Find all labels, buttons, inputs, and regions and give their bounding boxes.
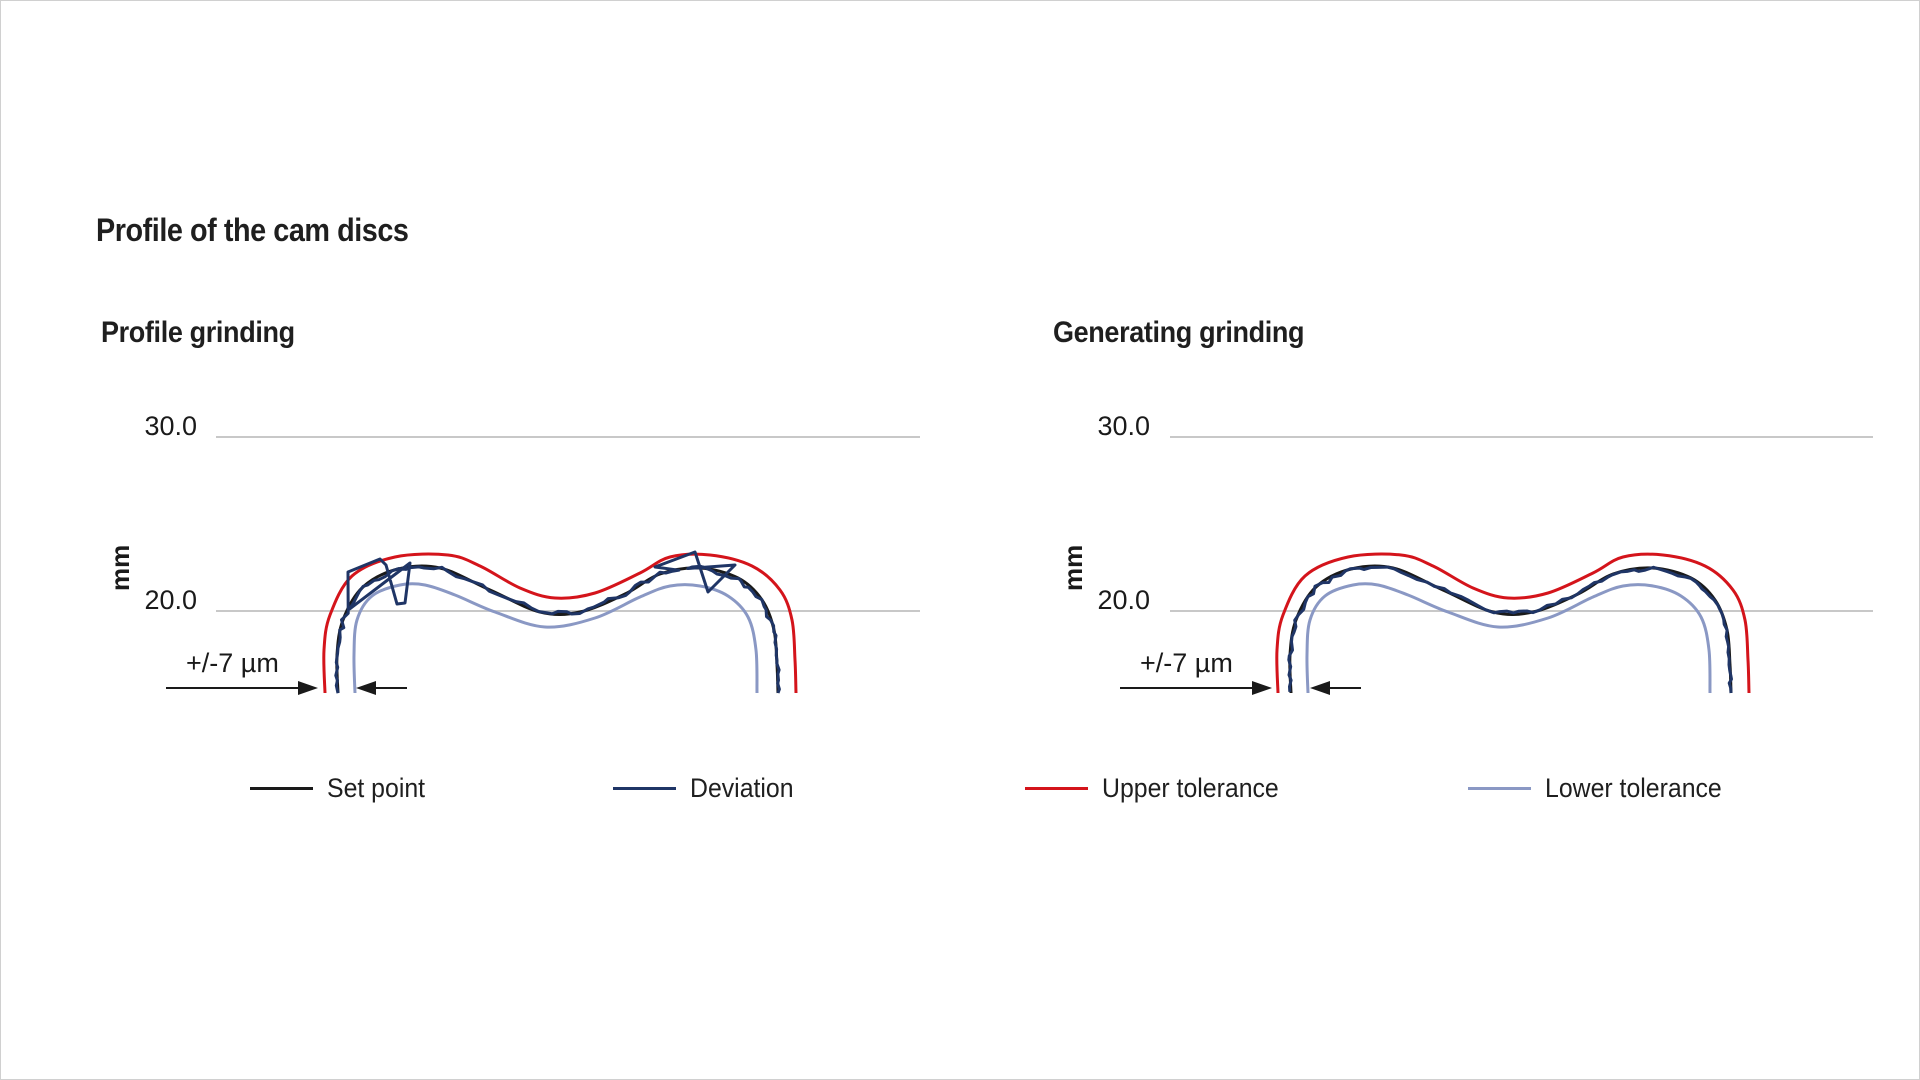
panel-title-profile-grinding: Profile grinding (101, 316, 295, 349)
chart-panel-1: 30.0 20.0 mm +/-7 µm (1058, 411, 1873, 695)
y-tick-label: 30.0 (1097, 411, 1150, 441)
y-axis-label: mm (105, 545, 135, 591)
series-upper-tolerance-line (1275, 552, 1751, 694)
legend-swatch-deviation (613, 786, 676, 790)
series-lower-tolerance-line (1305, 582, 1712, 694)
legend-swatch-lower-tolerance (1468, 786, 1531, 790)
legend-swatch-upper-tolerance (1025, 786, 1088, 790)
legend-item-set-point: Set point (250, 768, 434, 808)
figure-title: Profile of the cam discs (96, 212, 409, 248)
y-axis-label: mm (1058, 545, 1088, 591)
y-tick-label: 20.0 (1097, 585, 1150, 615)
legend-item-lower-tolerance: Lower tolerance (1468, 768, 1737, 808)
tolerance-annotation: +/-7 µm (186, 648, 279, 678)
legend-item-deviation: Deviation (613, 768, 803, 808)
tolerance-annotation: +/-7 µm (1140, 648, 1233, 678)
tolerance-arrow-left-head (298, 681, 318, 695)
y-tick-label: 30.0 (144, 411, 197, 441)
legend-label-deviation: Deviation (690, 772, 794, 803)
series-deviation-line (1287, 565, 1733, 694)
tolerance-arrow-right-head (356, 681, 376, 695)
legend-item-upper-tolerance: Upper tolerance (1025, 768, 1294, 808)
series-deviation-line (334, 550, 781, 694)
series-lower-tolerance-line (352, 582, 759, 694)
legend-swatch-set-point (250, 786, 313, 790)
chart-panel-0: 30.0 20.0 mm +/-7 µm (105, 411, 920, 695)
panel-title-generating-grinding: Generating grinding (1053, 316, 1305, 349)
tolerance-arrow-right-head (1310, 681, 1330, 695)
legend-label-set-point: Set point (327, 772, 426, 803)
legend-label-lower-tolerance: Lower tolerance (1545, 772, 1722, 803)
tolerance-arrow-left-head (1252, 681, 1272, 695)
y-tick-label: 20.0 (144, 585, 197, 615)
legend-label-upper-tolerance: Upper tolerance (1102, 772, 1279, 803)
